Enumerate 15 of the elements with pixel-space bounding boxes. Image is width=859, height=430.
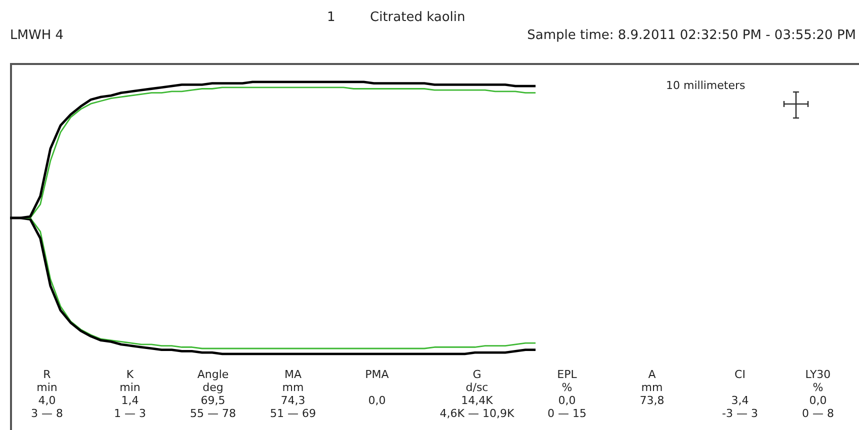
- text: PMA 0,0: [364, 368, 390, 407]
- text: 1: [327, 10, 336, 25]
- text: MA mm 74,3 51 — 69: [269, 368, 317, 420]
- text: LMWH 4: [10, 28, 64, 43]
- chart-subtitle: Sample time: 8.9.2011 02:32:50 PM - 03:55:20 PM: [527, 28, 856, 43]
- text: EPL % 0,0 0 — 15: [546, 368, 588, 420]
- text: CI 3,4 -3 — 3: [721, 368, 759, 420]
- text: LY30 % 0,0 0 — 8: [801, 368, 835, 420]
- text: Angle deg 69,5 55 — 78: [189, 368, 237, 420]
- text: R min 4,0 3 — 8: [30, 368, 64, 420]
- chart-title: Citrated kaolin: [370, 10, 466, 25]
- text: A mm 73,8: [638, 368, 666, 407]
- text: G d/sc 14,4K 4,6K — 10,9K: [438, 368, 516, 420]
- annotation: 10 millimeters: [666, 78, 746, 93]
- text: K min 1,4 1 — 3: [113, 368, 147, 420]
